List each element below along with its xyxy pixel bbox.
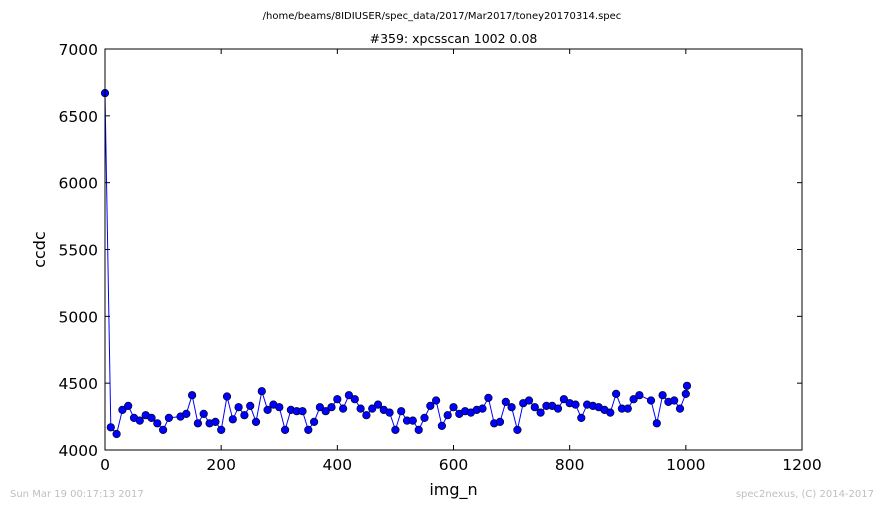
data-point bbox=[675, 404, 685, 413]
x-tick-label: 400 bbox=[323, 456, 353, 474]
data-point bbox=[501, 397, 510, 407]
x-tick-label: 800 bbox=[555, 456, 585, 474]
data-point bbox=[629, 395, 638, 404]
data-point bbox=[304, 425, 313, 435]
data-point bbox=[432, 396, 441, 405]
x-tick-label: 600 bbox=[439, 456, 469, 474]
data-point bbox=[193, 419, 202, 428]
data-point bbox=[315, 403, 325, 412]
data-point bbox=[559, 395, 569, 404]
data-point bbox=[164, 413, 173, 423]
data-point bbox=[159, 425, 168, 435]
data-point bbox=[611, 389, 621, 399]
x-tick-label: 1000 bbox=[666, 456, 705, 474]
data-point bbox=[414, 425, 423, 435]
data-point bbox=[263, 405, 272, 415]
footer-credit: spec2nexus, (C) 2014-2017 bbox=[735, 489, 874, 500]
data-point bbox=[646, 396, 656, 405]
data-point bbox=[310, 417, 319, 427]
data-point bbox=[182, 409, 191, 419]
data-point bbox=[251, 417, 261, 427]
data-point bbox=[420, 413, 429, 423]
x-axis-label: img_n bbox=[429, 480, 477, 500]
data-point bbox=[211, 417, 220, 427]
data-point bbox=[426, 401, 435, 411]
footer-timestamp: Sun Mar 19 00:17:13 2017 bbox=[10, 489, 144, 500]
data-point bbox=[240, 411, 249, 420]
data-point bbox=[507, 403, 516, 412]
data-point bbox=[368, 404, 377, 413]
data-point bbox=[135, 416, 144, 425]
data-point bbox=[606, 408, 615, 417]
data-point bbox=[124, 401, 133, 411]
y-tick-label: 5500 bbox=[59, 242, 98, 260]
data-point bbox=[257, 387, 266, 396]
data-point bbox=[112, 429, 121, 439]
chart-title: #359: xpcsscan 1002 0.08 bbox=[370, 31, 538, 46]
data-point bbox=[281, 425, 290, 435]
data-point bbox=[391, 425, 400, 435]
data-point bbox=[199, 409, 208, 419]
data-point bbox=[670, 396, 679, 405]
data-point bbox=[275, 403, 284, 412]
data-point bbox=[408, 416, 417, 425]
data-point bbox=[217, 425, 226, 435]
data-point bbox=[344, 391, 354, 400]
data-point bbox=[385, 408, 394, 417]
data-point bbox=[530, 403, 539, 412]
x-tick-label: 200 bbox=[206, 456, 236, 474]
data-point bbox=[222, 392, 232, 401]
data-point bbox=[246, 401, 255, 411]
data-point bbox=[339, 404, 348, 413]
data-point bbox=[327, 403, 336, 412]
data-point bbox=[524, 396, 534, 405]
data-point bbox=[437, 421, 447, 431]
data-point bbox=[443, 411, 452, 420]
data-point bbox=[484, 393, 493, 403]
data-point bbox=[513, 425, 522, 435]
data-point bbox=[373, 400, 383, 409]
data-point bbox=[449, 403, 458, 412]
data-point bbox=[234, 403, 243, 412]
series-line bbox=[104, 93, 688, 436]
x-tick-label: 0 bbox=[100, 456, 110, 474]
plot-area-frame bbox=[104, 48, 803, 451]
data-point bbox=[635, 391, 644, 400]
data-point bbox=[147, 413, 156, 423]
data-point bbox=[682, 381, 692, 390]
data-point bbox=[553, 404, 563, 413]
data-point bbox=[658, 391, 667, 400]
y-tick-label: 6500 bbox=[59, 108, 98, 126]
data-point bbox=[495, 417, 505, 427]
data-point bbox=[536, 408, 545, 417]
data-point bbox=[577, 413, 586, 423]
data-point bbox=[333, 395, 342, 404]
data-point bbox=[362, 411, 371, 420]
data-point bbox=[350, 395, 359, 404]
y-tick-label: 6000 bbox=[59, 175, 98, 193]
data-point bbox=[188, 391, 197, 400]
data-point bbox=[652, 419, 661, 428]
data-point bbox=[681, 389, 690, 399]
y-tick-label: 7000 bbox=[59, 41, 98, 59]
y-tick-label: 4000 bbox=[59, 442, 98, 460]
data-point bbox=[106, 423, 115, 432]
data-point bbox=[321, 407, 330, 416]
data-point bbox=[397, 407, 406, 416]
data-point bbox=[356, 404, 365, 413]
y-axis-label: ccdc bbox=[30, 231, 49, 268]
data-point bbox=[228, 415, 237, 424]
data-point bbox=[478, 404, 487, 413]
figure-suptitle: /home/beams/8IDIUSER/spec_data/2017/Mar2… bbox=[263, 11, 622, 22]
y-tick-label: 5000 bbox=[59, 308, 98, 326]
data-point bbox=[118, 405, 127, 415]
data-point bbox=[153, 419, 162, 428]
data-point bbox=[571, 400, 580, 409]
data-point bbox=[298, 407, 307, 416]
data-point bbox=[623, 404, 632, 413]
x-tick-label: 1200 bbox=[782, 456, 821, 474]
y-tick-label: 4500 bbox=[59, 375, 98, 393]
